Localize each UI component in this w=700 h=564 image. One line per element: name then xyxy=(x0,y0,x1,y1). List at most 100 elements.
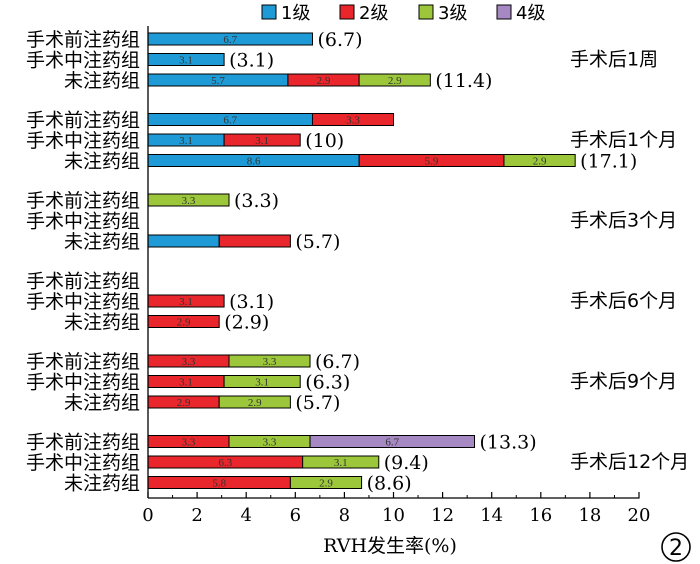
bar-segment-level-3 xyxy=(218,395,291,409)
x-tick-label: 6 xyxy=(290,505,301,526)
legend-label-1: 1级 xyxy=(281,3,310,24)
total-value-label: (6.7) xyxy=(315,351,360,373)
legend: 1级 2级 3级 4级 xyxy=(261,3,545,24)
category-label: 手术前注药组 xyxy=(26,190,140,212)
segment-value-label: 6.3 xyxy=(218,457,232,469)
category-label: 手术中注药组 xyxy=(26,50,140,72)
x-axis-label: RVH发生率(%) xyxy=(323,535,457,557)
category-label: 未注药组 xyxy=(64,392,140,414)
x-tick-label: 2 xyxy=(191,505,202,526)
group-6: 手术后12个月 手术前注药组 3.3 3.3 6.7 (13.3) 手术中注药组 6.3 3.1… xyxy=(26,432,689,495)
figure-badge: 2 xyxy=(661,532,691,562)
badge-number: 2 xyxy=(669,536,683,561)
total-value-label: (9.4) xyxy=(384,452,429,474)
bar-segment-level-2 xyxy=(223,133,301,147)
x-tick-label: 16 xyxy=(529,505,552,526)
legend-swatch-1 xyxy=(261,4,277,20)
group-5: 手术后9个月 手术前注药组 3.3 3.3 (6.7) 手术中注药组 3.1 3.1 (6.3)… xyxy=(26,351,677,414)
total-value-label: (5.7) xyxy=(295,392,340,414)
total-value-label: (3.3) xyxy=(234,190,279,212)
legend-label-2: 2级 xyxy=(359,3,388,24)
segment-value-label: 2.9 xyxy=(319,478,333,490)
category-label: 手术前注药组 xyxy=(26,271,140,293)
total-value-label: (3.1) xyxy=(229,50,274,72)
segment-value-label: 2.9 xyxy=(317,75,331,87)
category-label: 手术中注药组 xyxy=(26,291,140,313)
segment-value-label: 2.9 xyxy=(177,397,191,409)
total-value-label: (6.3) xyxy=(305,372,350,394)
category-label: 未注药组 xyxy=(64,151,140,173)
x-tick-label: 0 xyxy=(142,505,153,526)
legend-swatch-4 xyxy=(496,4,512,20)
segment-value-label: 6.7 xyxy=(223,115,237,127)
group-label: 手术后6个月 xyxy=(570,290,677,312)
segment-value-label: 3.3 xyxy=(263,437,277,449)
segment-value-label: 2.9 xyxy=(248,397,262,409)
category-label: 手术前注药组 xyxy=(26,432,140,454)
segment-value-label: 6.7 xyxy=(385,437,399,449)
bar-segment-level-4 xyxy=(309,435,476,448)
segment-value-label: 3.1 xyxy=(255,377,269,389)
segment-value-label: 2.9 xyxy=(388,75,402,87)
category-label: 手术中注药组 xyxy=(26,372,140,394)
segment-value-label: 3.3 xyxy=(263,356,277,368)
category-label: 手术前注药组 xyxy=(26,351,140,373)
segment-value-label: 8.6 xyxy=(247,156,261,168)
segment-value-label: 3.1 xyxy=(179,55,193,67)
category-label: 手术前注药组 xyxy=(26,110,140,132)
total-value-label: (17.1) xyxy=(580,151,637,173)
segment-value-label: 3.1 xyxy=(179,296,193,308)
group-label: 手术后12个月 xyxy=(570,451,689,473)
legend-swatch-2 xyxy=(339,4,355,20)
total-value-label: (10) xyxy=(305,130,344,152)
bar-segment-level-3 xyxy=(289,476,363,489)
segment-value-label: 5.8 xyxy=(212,478,226,490)
segment-value-label: 2.9 xyxy=(177,317,191,329)
total-value-label: (5.7) xyxy=(295,231,340,253)
legend-label-4: 4级 xyxy=(516,3,545,24)
group-label: 手术后3个月 xyxy=(570,210,677,232)
total-value-label: (13.3) xyxy=(480,432,537,454)
segment-value-label: 3.3 xyxy=(346,115,360,127)
segment-value-label: 3.1 xyxy=(179,135,193,147)
bar-segment-level-3 xyxy=(358,73,431,87)
total-value-label: (11.4) xyxy=(435,70,492,92)
bar-segment-level-2 xyxy=(218,234,291,248)
category-label: 手术中注药组 xyxy=(26,211,140,233)
total-value-label: (8.6) xyxy=(367,473,412,495)
category-label: 未注药组 xyxy=(64,70,140,92)
group-label: 手术后9个月 xyxy=(570,371,677,393)
bar-segment-level-3 xyxy=(302,455,380,469)
bar-segment-level-2 xyxy=(311,113,394,126)
segment-value-label: 3.3 xyxy=(182,437,196,449)
segment-value-label: 3.1 xyxy=(179,377,193,389)
segment-value-label: 2.9 xyxy=(533,156,547,168)
group-2: 手术后1个月 手术前注药组 6.7 3.3 手术中注药组 3.1 3.1 (10) 未注药组 8.… xyxy=(26,110,677,173)
x-tick-label: 14 xyxy=(480,505,503,526)
x-tick-label: 12 xyxy=(431,505,454,526)
category-label: 手术中注药组 xyxy=(26,452,140,474)
x-tick-label: 10 xyxy=(382,505,405,526)
segment-value-label: 3.1 xyxy=(255,135,269,147)
x-tick-label: 8 xyxy=(339,505,350,526)
x-tick-label: 4 xyxy=(240,505,251,526)
bar-segment-level-3 xyxy=(228,354,311,368)
x-tick-label: 18 xyxy=(578,505,601,526)
bar-segment-level-3 xyxy=(223,375,301,388)
legend-label-3: 3级 xyxy=(438,3,467,24)
total-value-label: (6.7) xyxy=(317,29,362,51)
legend-swatch-3 xyxy=(418,4,434,20)
badge-circle xyxy=(661,532,691,562)
category-label: 未注药组 xyxy=(64,312,140,334)
bar-segment-level-3 xyxy=(503,154,576,167)
segment-value-label: 5.7 xyxy=(211,75,225,87)
total-value-label: (3.1) xyxy=(229,291,274,313)
total-value-label: (2.9) xyxy=(224,312,269,334)
category-label: 未注药组 xyxy=(64,473,140,495)
segment-value-label: 3.3 xyxy=(182,195,196,207)
group-label: 手术后1周 xyxy=(570,49,658,71)
segment-value-label: 3.3 xyxy=(182,356,196,368)
